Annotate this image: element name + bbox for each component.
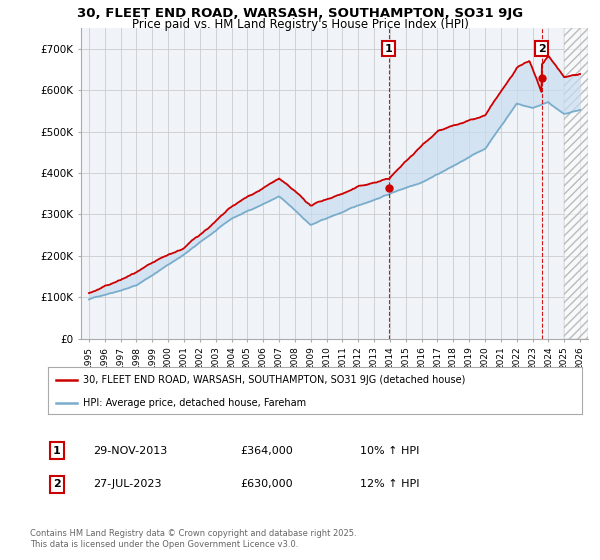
Text: 30, FLEET END ROAD, WARSASH, SOUTHAMPTON, SO31 9JG: 30, FLEET END ROAD, WARSASH, SOUTHAMPTON… [77, 7, 523, 20]
Text: £364,000: £364,000 [240, 446, 293, 456]
Text: Contains HM Land Registry data © Crown copyright and database right 2025.
This d: Contains HM Land Registry data © Crown c… [30, 529, 356, 549]
Text: 30, FLEET END ROAD, WARSASH, SOUTHAMPTON, SO31 9JG (detached house): 30, FLEET END ROAD, WARSASH, SOUTHAMPTON… [83, 375, 465, 385]
Text: 2: 2 [53, 479, 61, 489]
Text: 12% ↑ HPI: 12% ↑ HPI [360, 479, 419, 489]
Text: 29-NOV-2013: 29-NOV-2013 [93, 446, 167, 456]
Text: HPI: Average price, detached house, Fareham: HPI: Average price, detached house, Fare… [83, 398, 306, 408]
Text: 1: 1 [53, 446, 61, 456]
Text: £630,000: £630,000 [240, 479, 293, 489]
Text: 10% ↑ HPI: 10% ↑ HPI [360, 446, 419, 456]
Text: 2: 2 [538, 44, 545, 54]
Text: 1: 1 [385, 44, 392, 54]
Text: 27-JUL-2023: 27-JUL-2023 [93, 479, 161, 489]
Text: Price paid vs. HM Land Registry's House Price Index (HPI): Price paid vs. HM Land Registry's House … [131, 18, 469, 31]
